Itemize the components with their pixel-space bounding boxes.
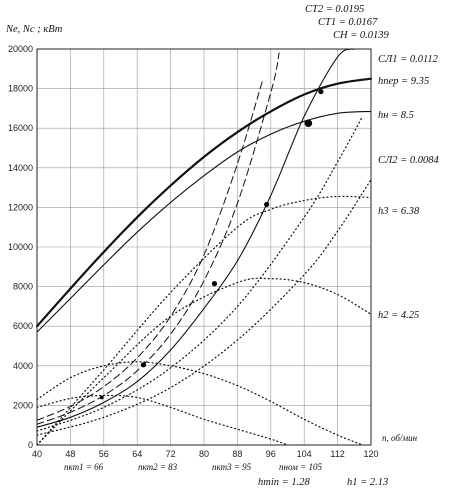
label-h3: h3 = 6.38 [378,206,420,217]
x-tick-label: 112 [330,449,344,459]
label-h-per: hпер = 9.35 [378,76,429,87]
series-line-7 [36,179,372,436]
x-tick-label: 64 [132,449,142,459]
x-tick-label: 88 [232,449,242,459]
label-n-kt3: nкт3 = 95 [212,462,252,472]
operating-point [99,395,104,400]
label-h1: h1 = 2.13 [347,477,388,488]
y-tick-label: 18000 [8,84,33,94]
x-tick-label: 80 [199,449,209,459]
label-cl1: СЛ1 = 0.0112 [378,54,439,65]
plot-frame [36,48,372,446]
series-line-8 [36,80,263,421]
ticks: 40 48 56 64 72 80 88 96 104 112 120 0 2000 4000 6000 80… [8,44,379,459]
y-tick-label: 4000 [13,361,33,371]
y-tick-label: 14000 [8,163,33,173]
label-n-nom: nном = 105 [279,462,322,472]
y-tick-label: 0 [28,440,33,450]
series-line-5 [36,361,364,446]
y-tick-label: 6000 [13,321,33,331]
grid [36,48,372,446]
x-tick-label: 104 [297,449,312,459]
label-cl2: СЛ2 = 0.0084 [378,155,439,166]
y-tick-label: 16000 [8,123,33,133]
label-cn: СН = 0.0139 [333,30,390,41]
series-line-3 [36,277,372,446]
series-line-10 [36,48,355,428]
operating-point [318,88,324,95]
series-line-2 [36,195,372,446]
points [99,88,324,400]
y-axis-label: Ne, Nc ; кВт [5,24,63,35]
y-tick-label: 10000 [8,242,33,252]
y-tick-label: 20000 [8,44,33,54]
label-n-kt1: nкт1 = 66 [64,462,104,472]
x-tick-label: 56 [99,449,109,459]
series-line-6 [36,115,364,432]
x-axis-label: n, об/мин [382,433,418,443]
x-tick-label: 40 [32,449,42,459]
label-n-kt2: nкт2 = 83 [138,462,178,472]
x-tick-label: 48 [65,449,75,459]
x-tick-label: 96 [266,449,276,459]
y-tick-label: 2000 [13,400,33,410]
series-line-4 [36,394,289,446]
operating-point [211,281,218,287]
operating-point [140,362,147,368]
x-tick-label: 72 [166,449,176,459]
label-h-n: hн = 8.5 [378,110,414,121]
series-line-0 [35,77,373,328]
operating-point [264,201,270,208]
label-ct2: СТ2 = 0.0195 [305,4,364,15]
y-tick-label: 8000 [13,282,33,292]
series-line-1 [36,110,372,333]
label-h2: h2 = 4.25 [378,310,419,321]
operating-point [304,119,313,128]
y-tick-label: 12000 [8,202,33,212]
label-h-min: hmin = 1.28 [258,477,310,488]
curves [35,48,373,446]
series-line-9 [36,52,280,425]
x-tick-label: 120 [363,449,378,459]
label-ct1: СТ1 = 0.0167 [318,17,378,28]
